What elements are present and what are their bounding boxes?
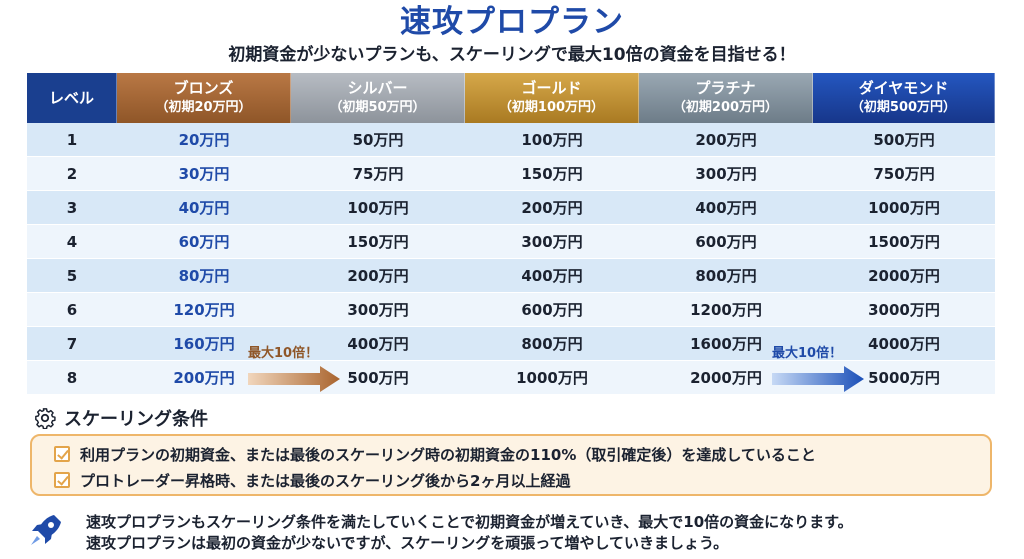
- table-cell-gold: 300万円: [465, 225, 639, 259]
- header-diamond-label: ダイヤモンド: [858, 79, 949, 97]
- table-cell-level: 4: [27, 225, 117, 259]
- table-cell-level: 1: [27, 123, 117, 157]
- table-cell-bronze: 120万円: [117, 293, 291, 327]
- table-cell-platinum: 300万円: [639, 157, 813, 191]
- header-platinum-sub: （初期200万円）: [672, 100, 779, 115]
- table-cell-bronze: 20万円: [117, 123, 291, 157]
- table-cell-diamond: 1000万円: [813, 191, 995, 225]
- arrow-right-icon: [248, 366, 340, 392]
- header-silver-label: シルバー: [347, 79, 408, 97]
- header-silver: シルバー （初期50万円）: [291, 73, 465, 123]
- condition-item: 利用プランの初期資金、または最後のスケーリング時の初期資金の110%（取引確定後…: [54, 441, 816, 467]
- bronze-growth-arrow: 最大10倍！: [248, 346, 340, 396]
- table-cell-silver: 50万円: [291, 123, 465, 157]
- header-diamond: ダイヤモンド （初期500万円）: [813, 73, 995, 123]
- table-cell-platinum: 400万円: [639, 191, 813, 225]
- gear-icon: [35, 408, 56, 429]
- condition-text: 利用プランの初期資金、または最後のスケーリング時の初期資金の110%（取引確定後…: [80, 445, 816, 464]
- table-cell-diamond: 3000万円: [813, 293, 995, 327]
- table-cell-silver: 300万円: [291, 293, 465, 327]
- condition-text: プロトレーダー昇格時、または最後のスケーリング後から2ヶ月以上経過: [80, 471, 571, 490]
- table-cell-gold: 400万円: [465, 259, 639, 293]
- table-cell-diamond: 4000万円: [813, 327, 995, 361]
- table-cell-diamond: 1500万円: [813, 225, 995, 259]
- header-diamond-sub: （初期500万円）: [850, 100, 957, 115]
- header-level-label: レベル: [48, 88, 94, 107]
- table-cell-gold: 100万円: [465, 123, 639, 157]
- diamond-arrow-label: 最大10倍！: [772, 346, 843, 361]
- checkbox-check-icon: [54, 446, 70, 462]
- table-cell-gold: 150万円: [465, 157, 639, 191]
- table-cell-platinum: 200万円: [639, 123, 813, 157]
- table-cell-platinum: 600万円: [639, 225, 813, 259]
- table-cell-diamond: 500万円: [813, 123, 995, 157]
- header-level: レベル: [27, 73, 117, 123]
- table-cell-silver: 100万円: [291, 191, 465, 225]
- rocket-icon: [31, 515, 61, 545]
- table-cell-platinum: 800万円: [639, 259, 813, 293]
- table-cell-silver: 200万円: [291, 259, 465, 293]
- table-cell-silver: 75万円: [291, 157, 465, 191]
- table-cell-bronze: 200万円: [117, 361, 291, 395]
- table-cell-level: 2: [27, 157, 117, 191]
- table-cell-level: 5: [27, 259, 117, 293]
- header-gold-label: ゴールド: [521, 79, 582, 97]
- table-cell-level: 8: [27, 361, 117, 395]
- header-bronze-sub: （初期20万円）: [155, 100, 252, 115]
- table-cell-bronze: 30万円: [117, 157, 291, 191]
- table-cell-diamond: 750万円: [813, 157, 995, 191]
- table-cell-bronze: 160万円: [117, 327, 291, 361]
- table-cell-gold: 800万円: [465, 327, 639, 361]
- header-silver-sub: （初期50万円）: [329, 100, 426, 115]
- checkbox-check-icon: [54, 472, 70, 488]
- diamond-growth-arrow: 最大10倍！: [772, 346, 864, 396]
- table-cell-platinum: 1600万円: [639, 327, 813, 361]
- page-title: 速攻プロプラン: [400, 4, 624, 40]
- conditions-heading: スケーリング条件: [34, 406, 208, 430]
- table-cell-silver: 400万円: [291, 327, 465, 361]
- table-cell-platinum: 1200万円: [639, 293, 813, 327]
- table-cell-level: 7: [27, 327, 117, 361]
- table-cell-gold: 1000万円: [465, 361, 639, 395]
- conditions-heading-label: スケーリング条件: [64, 409, 208, 430]
- bronze-arrow-label: 最大10倍！: [248, 346, 319, 361]
- header-platinum: プラチナ （初期200万円）: [639, 73, 813, 123]
- header-gold-sub: （初期100万円）: [498, 100, 605, 115]
- footer-text: 速攻プロプランは最初の資金が少ないですが、スケーリングを頑張って増やしていきまし…: [86, 534, 729, 552]
- table-cell-bronze: 40万円: [117, 191, 291, 225]
- table-cell-bronze: 80万円: [117, 259, 291, 293]
- scaling-table: レベル ブロンズ （初期20万円） シルバー （初期50万円） ゴールド （初期…: [27, 73, 995, 395]
- table-cell-level: 6: [27, 293, 117, 327]
- header-bronze-label: ブロンズ: [173, 79, 234, 97]
- conditions-box: 利用プランの初期資金、または最後のスケーリング時の初期資金の110%（取引確定後…: [30, 434, 992, 496]
- footer-text: 速攻プロプランもスケーリング条件を満たしていくことで初期資金が増えていき、最大で…: [86, 513, 853, 531]
- header-gold: ゴールド （初期100万円）: [465, 73, 639, 123]
- arrow-right-icon: [772, 366, 864, 392]
- header-platinum-label: プラチナ: [695, 79, 756, 97]
- page-subtitle: 初期資金が少ないプランも、スケーリングで最大10倍の資金を目指せる！: [228, 45, 796, 65]
- table-cell-diamond: 2000万円: [813, 259, 995, 293]
- table-cell-level: 3: [27, 191, 117, 225]
- header-bronze: ブロンズ （初期20万円）: [117, 73, 291, 123]
- table-cell-bronze: 60万円: [117, 225, 291, 259]
- condition-item: プロトレーダー昇格時、または最後のスケーリング後から2ヶ月以上経過: [54, 467, 570, 493]
- table-cell-gold: 600万円: [465, 293, 639, 327]
- table-cell-silver: 150万円: [291, 225, 465, 259]
- table-cell-gold: 200万円: [465, 191, 639, 225]
